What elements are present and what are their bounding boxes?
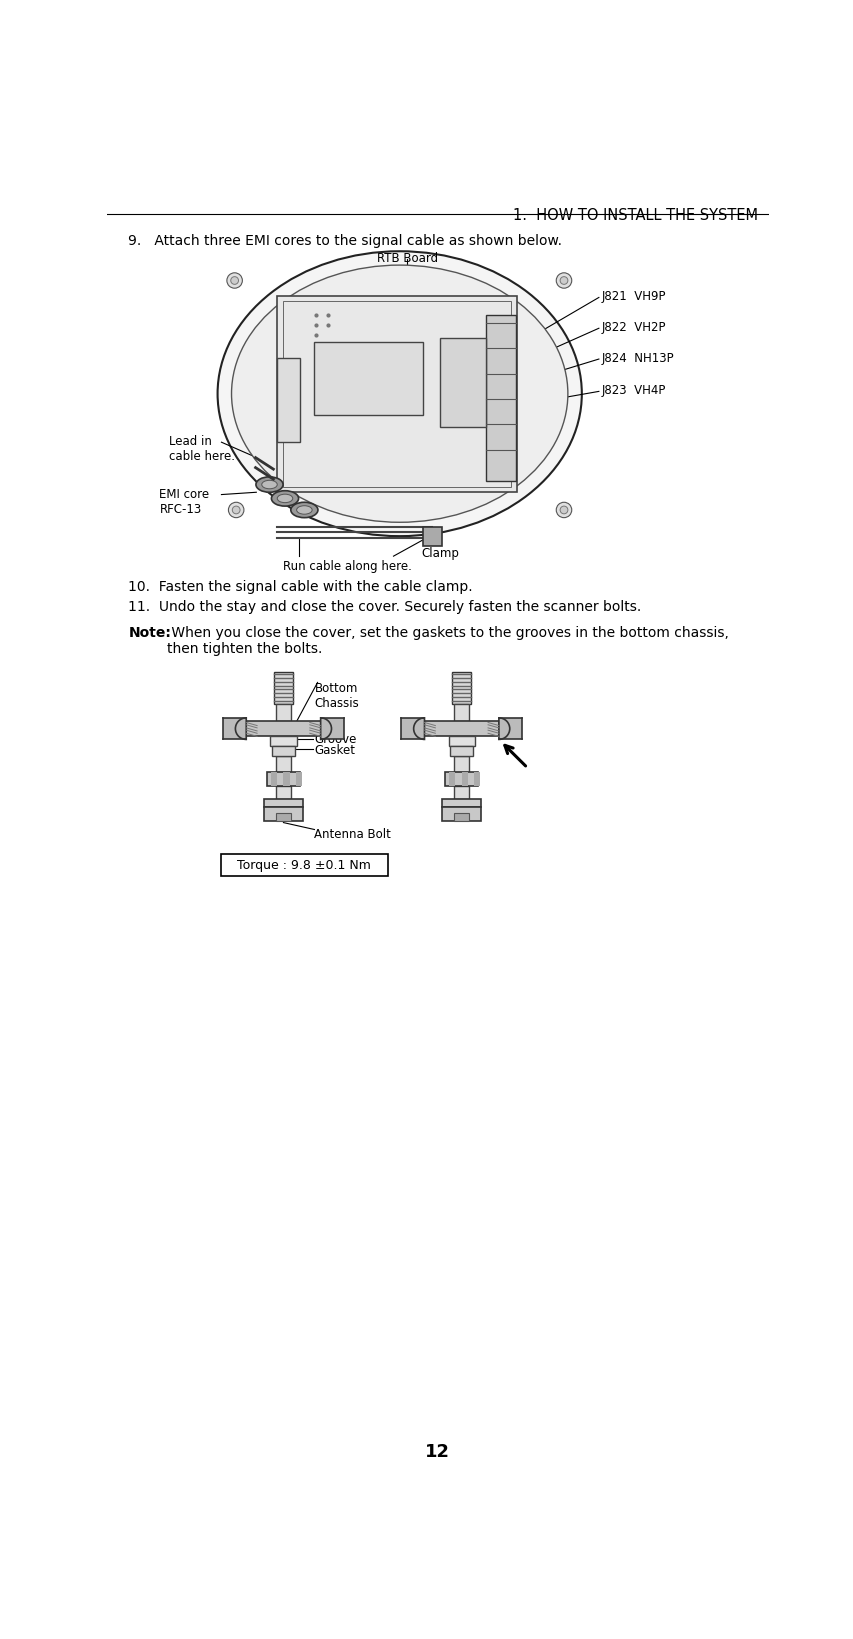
Text: J821  VH9P: J821 VH9P [601, 290, 665, 303]
Circle shape [555, 274, 571, 288]
Text: J823  VH4P: J823 VH4P [601, 384, 664, 397]
Bar [277, 359, 300, 443]
Bar [448, 738, 474, 746]
Bar [276, 705, 291, 721]
Circle shape [560, 277, 567, 285]
Bar [454, 757, 469, 772]
Bar [283, 302, 511, 487]
Text: Gasket: Gasket [314, 744, 355, 757]
Circle shape [560, 506, 567, 515]
Bar [295, 772, 302, 787]
Text: Bottom
Chassis: Bottom Chassis [314, 682, 359, 710]
Bar [424, 721, 498, 738]
Bar [274, 672, 293, 705]
Bar [270, 738, 296, 746]
Text: 1.  HOW TO INSTALL THE SYSTEM: 1. HOW TO INSTALL THE SYSTEM [512, 208, 757, 223]
Ellipse shape [256, 477, 282, 493]
Text: Run cable along here.: Run cable along here. [282, 561, 411, 574]
Text: Groove: Groove [314, 733, 357, 746]
Bar [498, 718, 521, 739]
Bar [452, 672, 471, 705]
Bar [454, 705, 469, 721]
Bar [422, 528, 442, 547]
Text: EMI core
RFC-13: EMI core RFC-13 [160, 487, 209, 516]
Text: Clamp: Clamp [421, 547, 458, 561]
Text: J824  NH13P: J824 NH13P [601, 352, 673, 365]
Circle shape [228, 503, 244, 518]
Bar [276, 757, 291, 772]
Bar [461, 772, 467, 787]
Text: 9.   Attach three EMI cores to the signal cable as shown below.: 9. Attach three EMI cores to the signal … [128, 234, 562, 247]
Ellipse shape [231, 266, 567, 523]
Text: J822  VH2P: J822 VH2P [601, 321, 665, 334]
Text: 10.  Fasten the signal cable with the cable clamp.: 10. Fasten the signal cable with the cab… [128, 580, 473, 593]
Circle shape [555, 503, 571, 518]
Bar [442, 800, 480, 808]
Bar [221, 854, 387, 877]
Text: 11.  Undo the stay and close the cover. Securely fasten the scanner bolts.: 11. Undo the stay and close the cover. S… [128, 600, 641, 615]
Bar [450, 746, 473, 757]
Wedge shape [320, 718, 331, 739]
Bar [271, 746, 295, 757]
Bar [445, 772, 478, 787]
Text: RTB Board: RTB Board [376, 252, 438, 266]
Bar [314, 343, 422, 416]
Text: Antenna Bolt: Antenna Bolt [314, 828, 391, 841]
Wedge shape [235, 718, 246, 739]
Ellipse shape [296, 506, 311, 515]
Text: 12: 12 [425, 1442, 450, 1460]
Bar [486, 316, 515, 482]
Bar [276, 787, 291, 800]
Bar [454, 787, 469, 800]
Bar [439, 339, 486, 428]
Bar [473, 772, 479, 787]
Wedge shape [498, 718, 509, 739]
Bar [246, 721, 320, 738]
Bar [320, 718, 344, 739]
Bar [442, 808, 480, 821]
Bar [449, 772, 455, 787]
Bar [283, 772, 289, 787]
Circle shape [227, 274, 242, 288]
Ellipse shape [261, 480, 277, 490]
Bar [270, 772, 277, 787]
Text: Torque : 9.8 ±0.1 Nm: Torque : 9.8 ±0.1 Nm [237, 859, 371, 872]
Bar [223, 718, 246, 739]
Ellipse shape [271, 492, 299, 506]
Ellipse shape [277, 495, 293, 503]
Bar [401, 718, 424, 739]
Bar [454, 815, 469, 821]
Text: Lead in
cable here.: Lead in cable here. [169, 436, 235, 464]
Bar [264, 800, 303, 808]
Bar [276, 815, 291, 821]
Bar [264, 808, 303, 821]
Circle shape [230, 277, 238, 285]
Text: Note:: Note: [128, 626, 171, 639]
Circle shape [232, 506, 240, 515]
Text: When you close the cover, set the gaskets to the grooves in the bottom chassis,
: When you close the cover, set the gasket… [167, 626, 728, 656]
Bar [267, 772, 299, 787]
Ellipse shape [218, 252, 581, 538]
Bar [277, 297, 517, 493]
Wedge shape [413, 718, 424, 739]
Ellipse shape [291, 503, 317, 518]
